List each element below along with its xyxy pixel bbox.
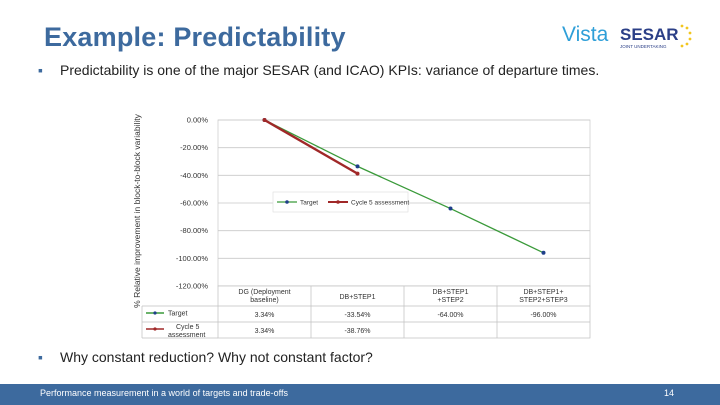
table-row-label: Cycle 5 assessment [168, 324, 205, 339]
table-cell-value: -33.54% [344, 312, 370, 319]
logo-vista-text: Vista [562, 23, 609, 46]
x-category-label: DB+STEP1 [340, 294, 376, 301]
data-point [541, 250, 546, 255]
y-tick-label: 0.00% [187, 116, 209, 125]
legend-marker-target [285, 200, 289, 204]
table-row-marker [153, 327, 157, 331]
logo-stars [680, 24, 692, 48]
table-cell-value: -38.76% [344, 328, 370, 335]
table-cell-value: -64.00% [437, 312, 463, 319]
page-number: 14 [663, 388, 674, 398]
legend-label-cycle5: Cycle 5 assessment [351, 200, 409, 207]
data-point [448, 206, 453, 211]
data-point [355, 171, 360, 176]
footer-text: Performance measurement in a world of ta… [40, 388, 288, 398]
y-axis-label: % Relative improvement in block-to-block… [132, 113, 142, 307]
bullet-item: ▪ Why constant reduction? Why not constan… [38, 349, 373, 365]
data-point [355, 164, 360, 169]
logo-tagline: JOINT UNDERTAKING [620, 44, 667, 49]
table-cell-value: 3.34% [255, 312, 275, 319]
legend-marker-cycle5 [336, 200, 340, 204]
table-row-marker [153, 311, 157, 315]
table-cell-value: -96.00% [530, 312, 556, 319]
table-cell-value: 3.34% [255, 328, 275, 335]
slide-title: Example: Predictability [44, 22, 346, 52]
y-tick-label: -80.00% [180, 226, 208, 235]
series-line-cycle5 [263, 118, 359, 175]
predictability-chart: 0.00% -20.00% -40.00% -60.00% -80.00% -100.00… [132, 113, 591, 339]
bullet-marker: ▪ [38, 349, 43, 365]
y-tick-label: -120.00% [176, 282, 208, 291]
bullet-marker: ▪ [38, 62, 43, 78]
bullet-text: Predictability is one of the major SESAR… [60, 62, 600, 78]
data-point [262, 118, 267, 122]
series-line-target [264, 119, 544, 254]
y-tick-label: -100.00% [176, 254, 208, 263]
y-tick-label: -40.00% [180, 171, 208, 180]
chart-container: 0.00% -20.00% -40.00% -60.00% -80.00% -100.00… [128, 82, 594, 342]
legend-label-target: Target [300, 200, 318, 207]
x-category-label: DB+STEP1 +STEP2 [433, 289, 469, 304]
x-category-label: DB+STEP1+ STEP2+STEP3 [519, 289, 568, 304]
x-category-label: DG (Deployment baseline) [238, 289, 290, 304]
y-tick-label: -60.00% [180, 199, 208, 208]
bullet-item: ▪ Predictability is one of the major SESA… [38, 62, 599, 78]
logo-sesar-text: SESAR [620, 25, 679, 44]
footer-bar: Performance measurement in a world of ta… [0, 384, 720, 405]
y-tick-label: -20.00% [180, 143, 208, 152]
vista-sesar-logo: Vista SESAR JOINT UNDERTAKING [562, 23, 692, 49]
table-row-label: Target [168, 311, 188, 318]
bullet-text: Why constant reduction? Why not constant… [60, 349, 373, 365]
